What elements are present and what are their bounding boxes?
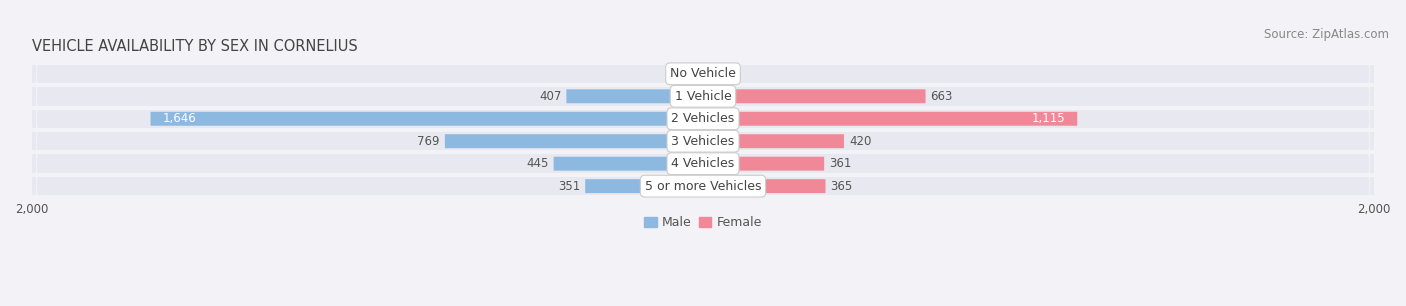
Text: 420: 420 [849,135,872,148]
Text: VEHICLE AVAILABILITY BY SEX IN CORNELIUS: VEHICLE AVAILABILITY BY SEX IN CORNELIUS [32,39,357,54]
Text: 18: 18 [678,67,692,80]
Text: 407: 407 [538,90,561,103]
Text: 3 Vehicles: 3 Vehicles [672,135,734,148]
FancyBboxPatch shape [703,179,825,193]
Text: 2 Vehicles: 2 Vehicles [672,112,734,125]
FancyBboxPatch shape [703,67,718,81]
Text: 351: 351 [558,180,581,193]
Text: 1,646: 1,646 [162,112,195,125]
Text: No Vehicle: No Vehicle [671,67,735,80]
FancyBboxPatch shape [567,89,703,103]
Text: 361: 361 [830,157,852,170]
Text: 663: 663 [931,90,953,103]
FancyBboxPatch shape [32,0,1374,306]
FancyBboxPatch shape [32,0,1374,306]
Legend: Male, Female: Male, Female [640,211,766,234]
Text: 1,115: 1,115 [1032,112,1066,125]
Text: 769: 769 [418,135,440,148]
FancyBboxPatch shape [697,67,703,81]
Text: 4 Vehicles: 4 Vehicles [672,157,734,170]
FancyBboxPatch shape [32,0,1374,306]
FancyBboxPatch shape [32,0,1374,306]
Text: 5 or more Vehicles: 5 or more Vehicles [645,180,761,193]
FancyBboxPatch shape [703,112,1077,126]
FancyBboxPatch shape [703,134,844,148]
FancyBboxPatch shape [444,134,703,148]
FancyBboxPatch shape [32,0,1374,306]
Text: 445: 445 [526,157,548,170]
Text: Source: ZipAtlas.com: Source: ZipAtlas.com [1264,28,1389,40]
FancyBboxPatch shape [585,179,703,193]
FancyBboxPatch shape [554,157,703,171]
Text: 48: 48 [724,67,740,80]
FancyBboxPatch shape [703,157,824,171]
Text: 365: 365 [831,180,853,193]
Text: 1 Vehicle: 1 Vehicle [675,90,731,103]
FancyBboxPatch shape [703,89,925,103]
FancyBboxPatch shape [32,0,1374,306]
FancyBboxPatch shape [150,112,703,126]
